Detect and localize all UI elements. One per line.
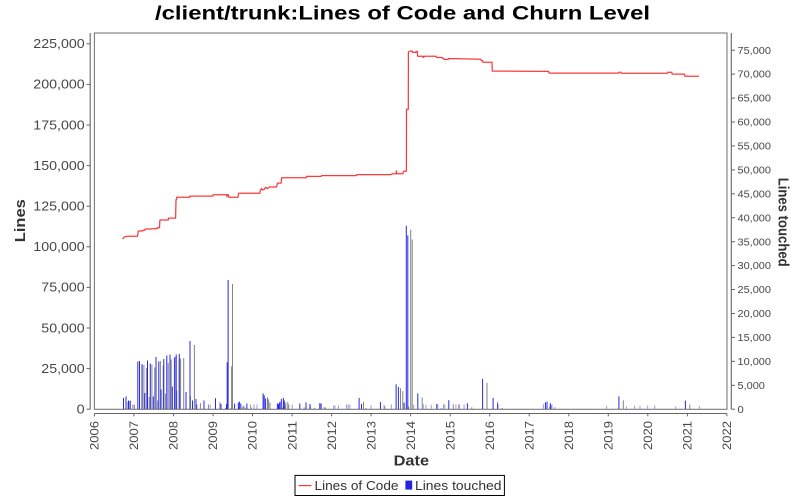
svg-text:20,000: 20,000: [738, 309, 772, 320]
svg-text:100,000: 100,000: [33, 240, 84, 254]
svg-text:150,000: 150,000: [33, 159, 84, 173]
svg-text:25,000: 25,000: [41, 362, 84, 376]
svg-text:175,000: 175,000: [33, 118, 84, 132]
svg-text:2010: 2010: [246, 421, 260, 450]
svg-text:Lines: Lines: [13, 199, 29, 242]
svg-text:50,000: 50,000: [738, 166, 772, 177]
svg-text:50,000: 50,000: [41, 321, 84, 335]
svg-text:30,000: 30,000: [738, 261, 772, 272]
svg-text:125,000: 125,000: [33, 200, 84, 214]
svg-text:15,000: 15,000: [738, 333, 772, 344]
svg-text:70,000: 70,000: [738, 70, 772, 81]
svg-text:2009: 2009: [206, 421, 220, 450]
svg-text:5,000: 5,000: [738, 381, 766, 392]
svg-text:75,000: 75,000: [41, 281, 84, 295]
svg-text:2016: 2016: [483, 421, 497, 450]
svg-text:Lines touched: Lines touched: [415, 478, 502, 493]
svg-text:55,000: 55,000: [738, 142, 772, 153]
svg-text:2014: 2014: [404, 421, 418, 450]
svg-text:2019: 2019: [602, 421, 616, 450]
svg-text:2011: 2011: [285, 421, 299, 450]
svg-text:0: 0: [738, 405, 745, 416]
svg-text:0: 0: [77, 403, 85, 417]
svg-text:75,000: 75,000: [738, 46, 772, 57]
svg-text:Date: Date: [394, 454, 430, 470]
svg-text:10,000: 10,000: [738, 357, 772, 368]
svg-text:2018: 2018: [562, 421, 576, 450]
svg-text:225,000: 225,000: [33, 37, 84, 51]
svg-text:/client/trunk:Lines of Code an: /client/trunk:Lines of Code and Churn Le…: [155, 3, 650, 25]
svg-text:2015: 2015: [443, 421, 457, 450]
svg-text:2013: 2013: [364, 421, 378, 450]
svg-text:2021: 2021: [681, 421, 695, 450]
svg-text:2006: 2006: [88, 421, 102, 450]
svg-text:60,000: 60,000: [738, 118, 772, 129]
svg-text:Lines touched: Lines touched: [774, 178, 790, 267]
svg-text:35,000: 35,000: [738, 237, 772, 248]
svg-text:45,000: 45,000: [738, 189, 772, 200]
svg-text:2007: 2007: [127, 421, 141, 450]
svg-text:25,000: 25,000: [738, 285, 772, 296]
svg-text:40,000: 40,000: [738, 213, 772, 224]
svg-text:65,000: 65,000: [738, 94, 772, 105]
svg-text:2020: 2020: [641, 421, 655, 450]
svg-text:2012: 2012: [325, 421, 339, 450]
svg-text:2017: 2017: [522, 421, 536, 450]
svg-text:Lines of Code: Lines of Code: [315, 478, 399, 493]
svg-text:200,000: 200,000: [33, 78, 84, 92]
svg-text:2008: 2008: [167, 421, 181, 450]
svg-text:2022: 2022: [720, 421, 734, 450]
